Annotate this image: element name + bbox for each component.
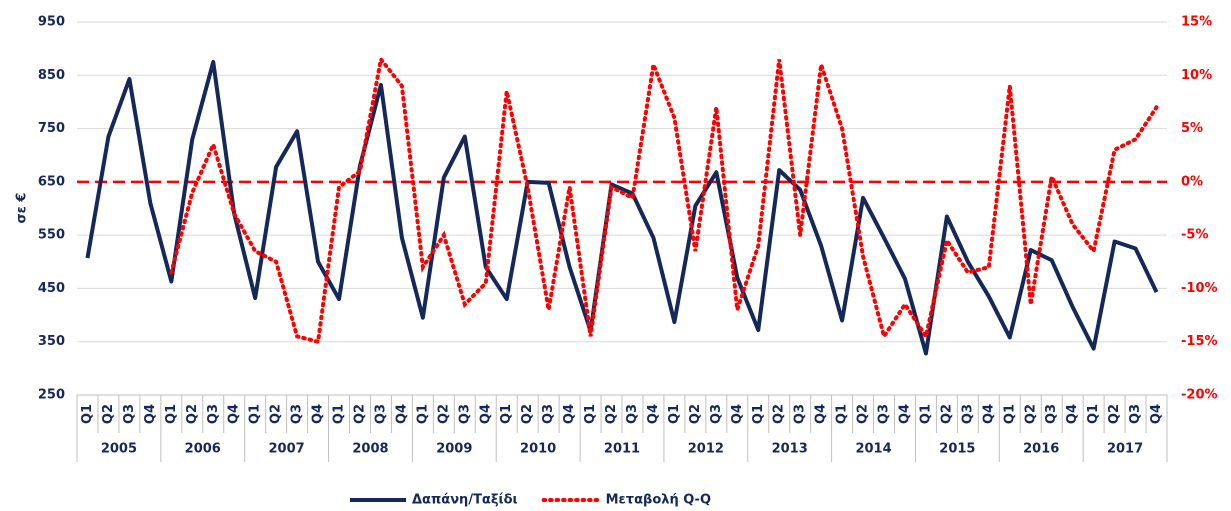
x-tick-label: Q3	[625, 404, 640, 424]
y2-tick-label: 5%	[1181, 121, 1203, 136]
x-tick-label: Q2	[101, 404, 116, 424]
x-tick-label: Q4	[311, 404, 326, 424]
y-tick-label: 650	[38, 174, 65, 189]
x-tick-label: Q3	[1044, 404, 1059, 424]
x-tick-label: Q1	[164, 404, 179, 424]
x-tick-label: Q3	[877, 404, 892, 424]
x-tick-label: Q1	[80, 404, 95, 424]
x-tick-label: Q3	[122, 404, 137, 424]
y-tick-label: 550	[38, 228, 65, 243]
y-tick-label: 950	[38, 15, 65, 30]
x-tick-label: Q4	[814, 404, 829, 424]
x-tick-label: Q1	[499, 404, 514, 424]
x-tick-label: Q1	[1086, 404, 1101, 424]
x-tick-label: Q1	[1002, 404, 1017, 424]
x-tick-label: Q4	[981, 404, 996, 424]
y2-tick-label: -5%	[1181, 228, 1208, 243]
x-tick-label: Q4	[1149, 404, 1164, 424]
x-tick-label: Q3	[1128, 404, 1143, 424]
x-tick-label: Q2	[436, 404, 451, 424]
x-tick-label: Q2	[688, 404, 703, 424]
x-tick-label: Q3	[793, 404, 808, 424]
x-tick-label: Q1	[332, 404, 347, 424]
x-tick-label: Q4	[1065, 404, 1080, 424]
y2-tick-label: -20%	[1181, 388, 1218, 403]
y2-tick-label: 15%	[1181, 15, 1212, 30]
y-tick-label: 850	[38, 68, 65, 83]
x-tick-label: Q4	[646, 404, 661, 424]
x-tick-label: Q4	[394, 404, 409, 424]
line-series	[169, 54, 1159, 345]
x-tick-label: Q3	[290, 404, 305, 424]
x-group-label: 2007	[269, 442, 305, 457]
x-tick-label: Q3	[457, 404, 472, 424]
x-tick-label: Q2	[604, 404, 619, 424]
x-tick-label: Q2	[352, 404, 367, 424]
x-tick-label: Q2	[939, 404, 954, 424]
x-tick-label: Q2	[1107, 404, 1122, 424]
line-series	[85, 59, 1159, 356]
x-group-label: 2006	[185, 442, 221, 457]
x-tick-label: Q1	[751, 404, 766, 424]
x-tick-label: Q3	[373, 404, 388, 424]
x-group-label: 2008	[352, 442, 388, 457]
x-group-label: 2011	[604, 442, 640, 457]
x-tick-label: Q1	[415, 404, 430, 424]
y-tick-label: 350	[38, 334, 65, 349]
x-tick-label: Q3	[960, 404, 975, 424]
x-tick-label: Q1	[248, 404, 263, 424]
x-group-label: 2016	[1023, 442, 1059, 457]
y2-tick-label: 10%	[1181, 68, 1212, 83]
x-group-label: 2015	[939, 442, 975, 457]
x-tick-label: Q1	[918, 404, 933, 424]
x-group-label: 2013	[772, 442, 808, 457]
x-tick-label: Q2	[1023, 404, 1038, 424]
x-group-label: 2005	[101, 442, 137, 457]
x-group-label: 2009	[436, 442, 472, 457]
x-tick-label: Q2	[185, 404, 200, 424]
x-tick-label: Q2	[520, 404, 535, 424]
x-tick-label: Q3	[206, 404, 221, 424]
x-tick-label: Q4	[143, 404, 158, 424]
y-tick-label: 250	[38, 388, 65, 403]
legend-label: Μεταβολή Q-Q	[606, 493, 711, 508]
x-group-label: 2017	[1107, 442, 1143, 457]
x-tick-label: Q4	[897, 404, 912, 424]
y2-tick-label: 0%	[1181, 174, 1203, 189]
x-tick-label: Q4	[478, 404, 493, 424]
x-tick-label: Q3	[709, 404, 724, 424]
x-tick-label: Q1	[583, 404, 598, 424]
y2-tick-label: -10%	[1181, 281, 1218, 296]
y2-tick-label: -15%	[1181, 334, 1218, 349]
legend-label: Δαπάνη/Ταξίδι	[412, 493, 518, 508]
x-group-label: 2010	[520, 442, 556, 457]
x-tick-label: Q1	[667, 404, 682, 424]
y-axis-label: σε €	[15, 193, 30, 224]
x-tick-label: Q4	[562, 404, 577, 424]
x-tick-label: Q4	[227, 404, 242, 424]
x-tick-label: Q1	[835, 404, 850, 424]
x-tick-label: Q3	[541, 404, 556, 424]
x-tick-label: Q2	[772, 404, 787, 424]
y-tick-label: 450	[38, 281, 65, 296]
x-tick-label: Q4	[730, 404, 745, 424]
x-group-label: 2014	[855, 442, 891, 457]
x-group-label: 2012	[688, 442, 724, 457]
y-tick-label: 750	[38, 121, 65, 136]
x-tick-label: Q2	[856, 404, 871, 424]
x-tick-label: Q2	[269, 404, 284, 424]
